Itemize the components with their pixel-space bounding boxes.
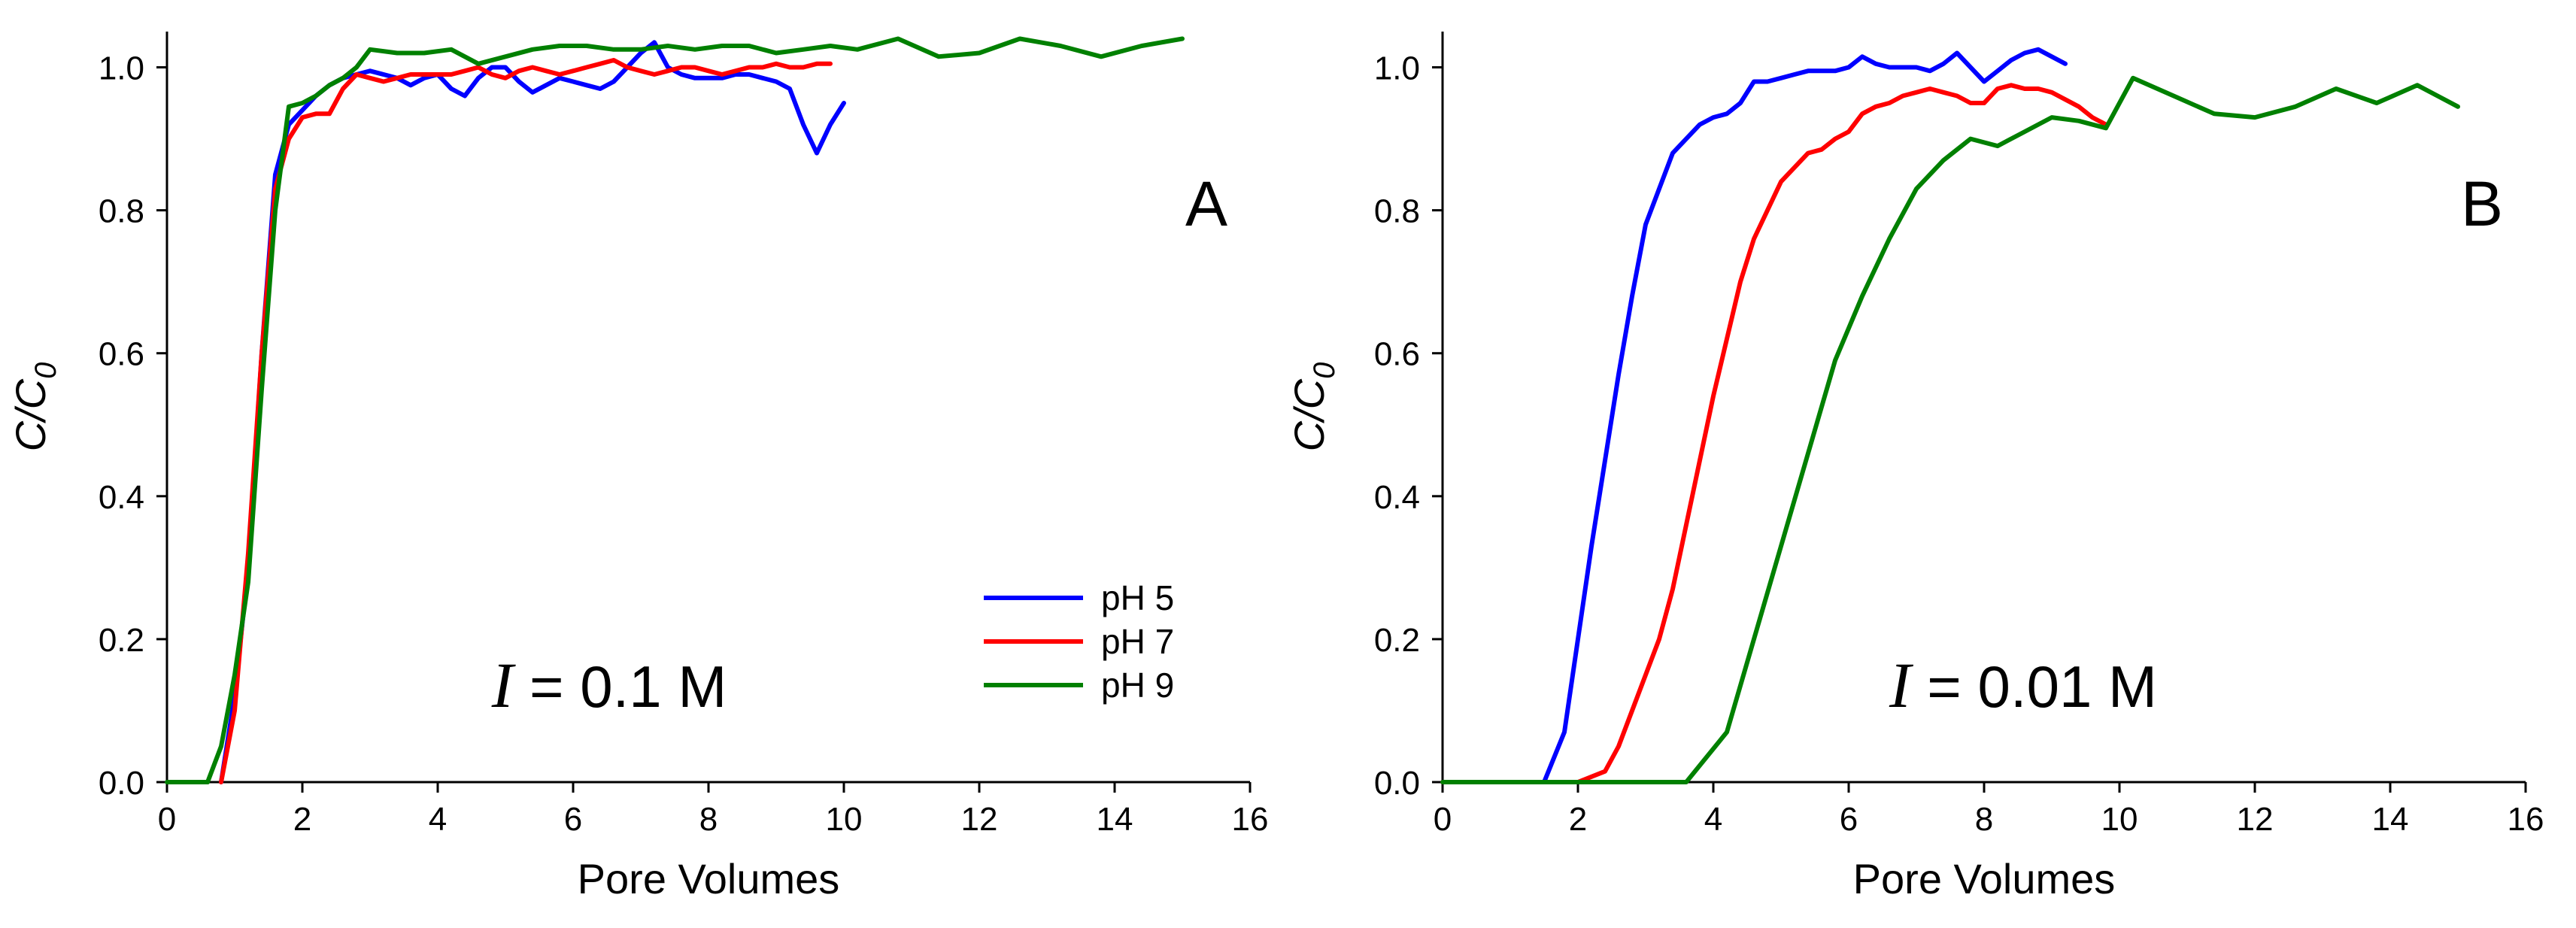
y-axis-title-subscript: 0 xyxy=(1308,362,1341,379)
series-line-ph-7 xyxy=(1440,83,2108,784)
y-axis-title: C/C0 xyxy=(1285,362,1341,452)
x-tick-label: 14 xyxy=(1097,801,1133,838)
ionic-strength-annotation: I = 0.01 M xyxy=(1889,649,2157,721)
x-tick-label: 16 xyxy=(1232,801,1269,838)
x-tick-label: 4 xyxy=(1704,801,1722,838)
annotation-value: = 0.01 M xyxy=(1911,654,2157,720)
y-tick-label: 0.8 xyxy=(99,193,144,230)
y-tick-label: 0.2 xyxy=(1374,622,1420,659)
panel-label: A xyxy=(1185,168,1227,239)
chart-panel-a: 0 2 4 6 8 10 12 14 16 0.0 0.2 0.4 0.6 0.8 1.0 Pore Volu… xyxy=(7,32,1268,902)
x-tick-label: 14 xyxy=(2372,801,2409,838)
series-line-ph-9 xyxy=(1440,75,2460,784)
annotation-value: = 0.1 M xyxy=(513,654,727,720)
chart-panel-b: 0 2 4 6 8 10 12 14 16 0.0 0.2 0.4 0.6 0.8 1.0 Pore Volu… xyxy=(1285,32,2544,902)
legend-label: pH 5 xyxy=(1101,578,1174,617)
series-line-ph-5 xyxy=(1440,47,2068,784)
y-tick-label: 1.0 xyxy=(1374,50,1420,87)
x-tick-label: 10 xyxy=(826,801,863,838)
y-tick-label: 0.2 xyxy=(99,622,144,659)
x-tick-label: 16 xyxy=(2508,801,2544,838)
annotation-symbol: I xyxy=(1889,649,1913,721)
x-tick-label: 4 xyxy=(429,801,447,838)
y-axis-title-main: C/C xyxy=(7,378,54,451)
y-tick-label: 0.4 xyxy=(1374,479,1420,516)
y-axis-title: C/C0 xyxy=(7,362,62,452)
x-tick-label: 6 xyxy=(564,801,582,838)
y-tick-label: 0.4 xyxy=(99,479,144,516)
panel-label: B xyxy=(2461,168,2503,239)
x-tick-label: 2 xyxy=(293,801,311,838)
x-axis-title: Pore Volumes xyxy=(1853,855,2116,902)
series-line-ph-9 xyxy=(165,36,1185,784)
x-tick-label: 8 xyxy=(699,801,718,838)
x-tick-label: 0 xyxy=(1434,801,1452,838)
series-line-ph-7 xyxy=(219,58,833,784)
x-tick-label: 0 xyxy=(158,801,176,838)
legend: pH 5 pH 7 pH 9 xyxy=(984,578,1174,705)
y-tick-label: 0.0 xyxy=(1374,765,1420,802)
y-tick-label: 0.0 xyxy=(99,765,144,802)
y-tick-label: 0.8 xyxy=(1374,193,1420,230)
x-axis-title: Pore Volumes xyxy=(578,855,840,902)
y-axis-title-main: C/C xyxy=(1285,378,1333,451)
x-tick-label: 12 xyxy=(961,801,998,838)
legend-label: pH 9 xyxy=(1101,666,1174,705)
y-tick-label: 0.6 xyxy=(99,336,144,373)
y-axis-title-subscript: 0 xyxy=(29,362,62,379)
y-tick-label: 0.6 xyxy=(1374,336,1420,373)
ionic-strength-annotation: I = 0.1 M xyxy=(491,649,727,721)
annotation-symbol: I xyxy=(491,649,516,721)
x-tick-label: 12 xyxy=(2237,801,2274,838)
x-tick-label: 10 xyxy=(2101,801,2138,838)
x-tick-label: 2 xyxy=(1569,801,1587,838)
legend-label: pH 7 xyxy=(1101,622,1174,661)
x-tick-label: 8 xyxy=(1975,801,1993,838)
y-tick-label: 1.0 xyxy=(99,50,144,87)
x-tick-label: 6 xyxy=(1840,801,1858,838)
